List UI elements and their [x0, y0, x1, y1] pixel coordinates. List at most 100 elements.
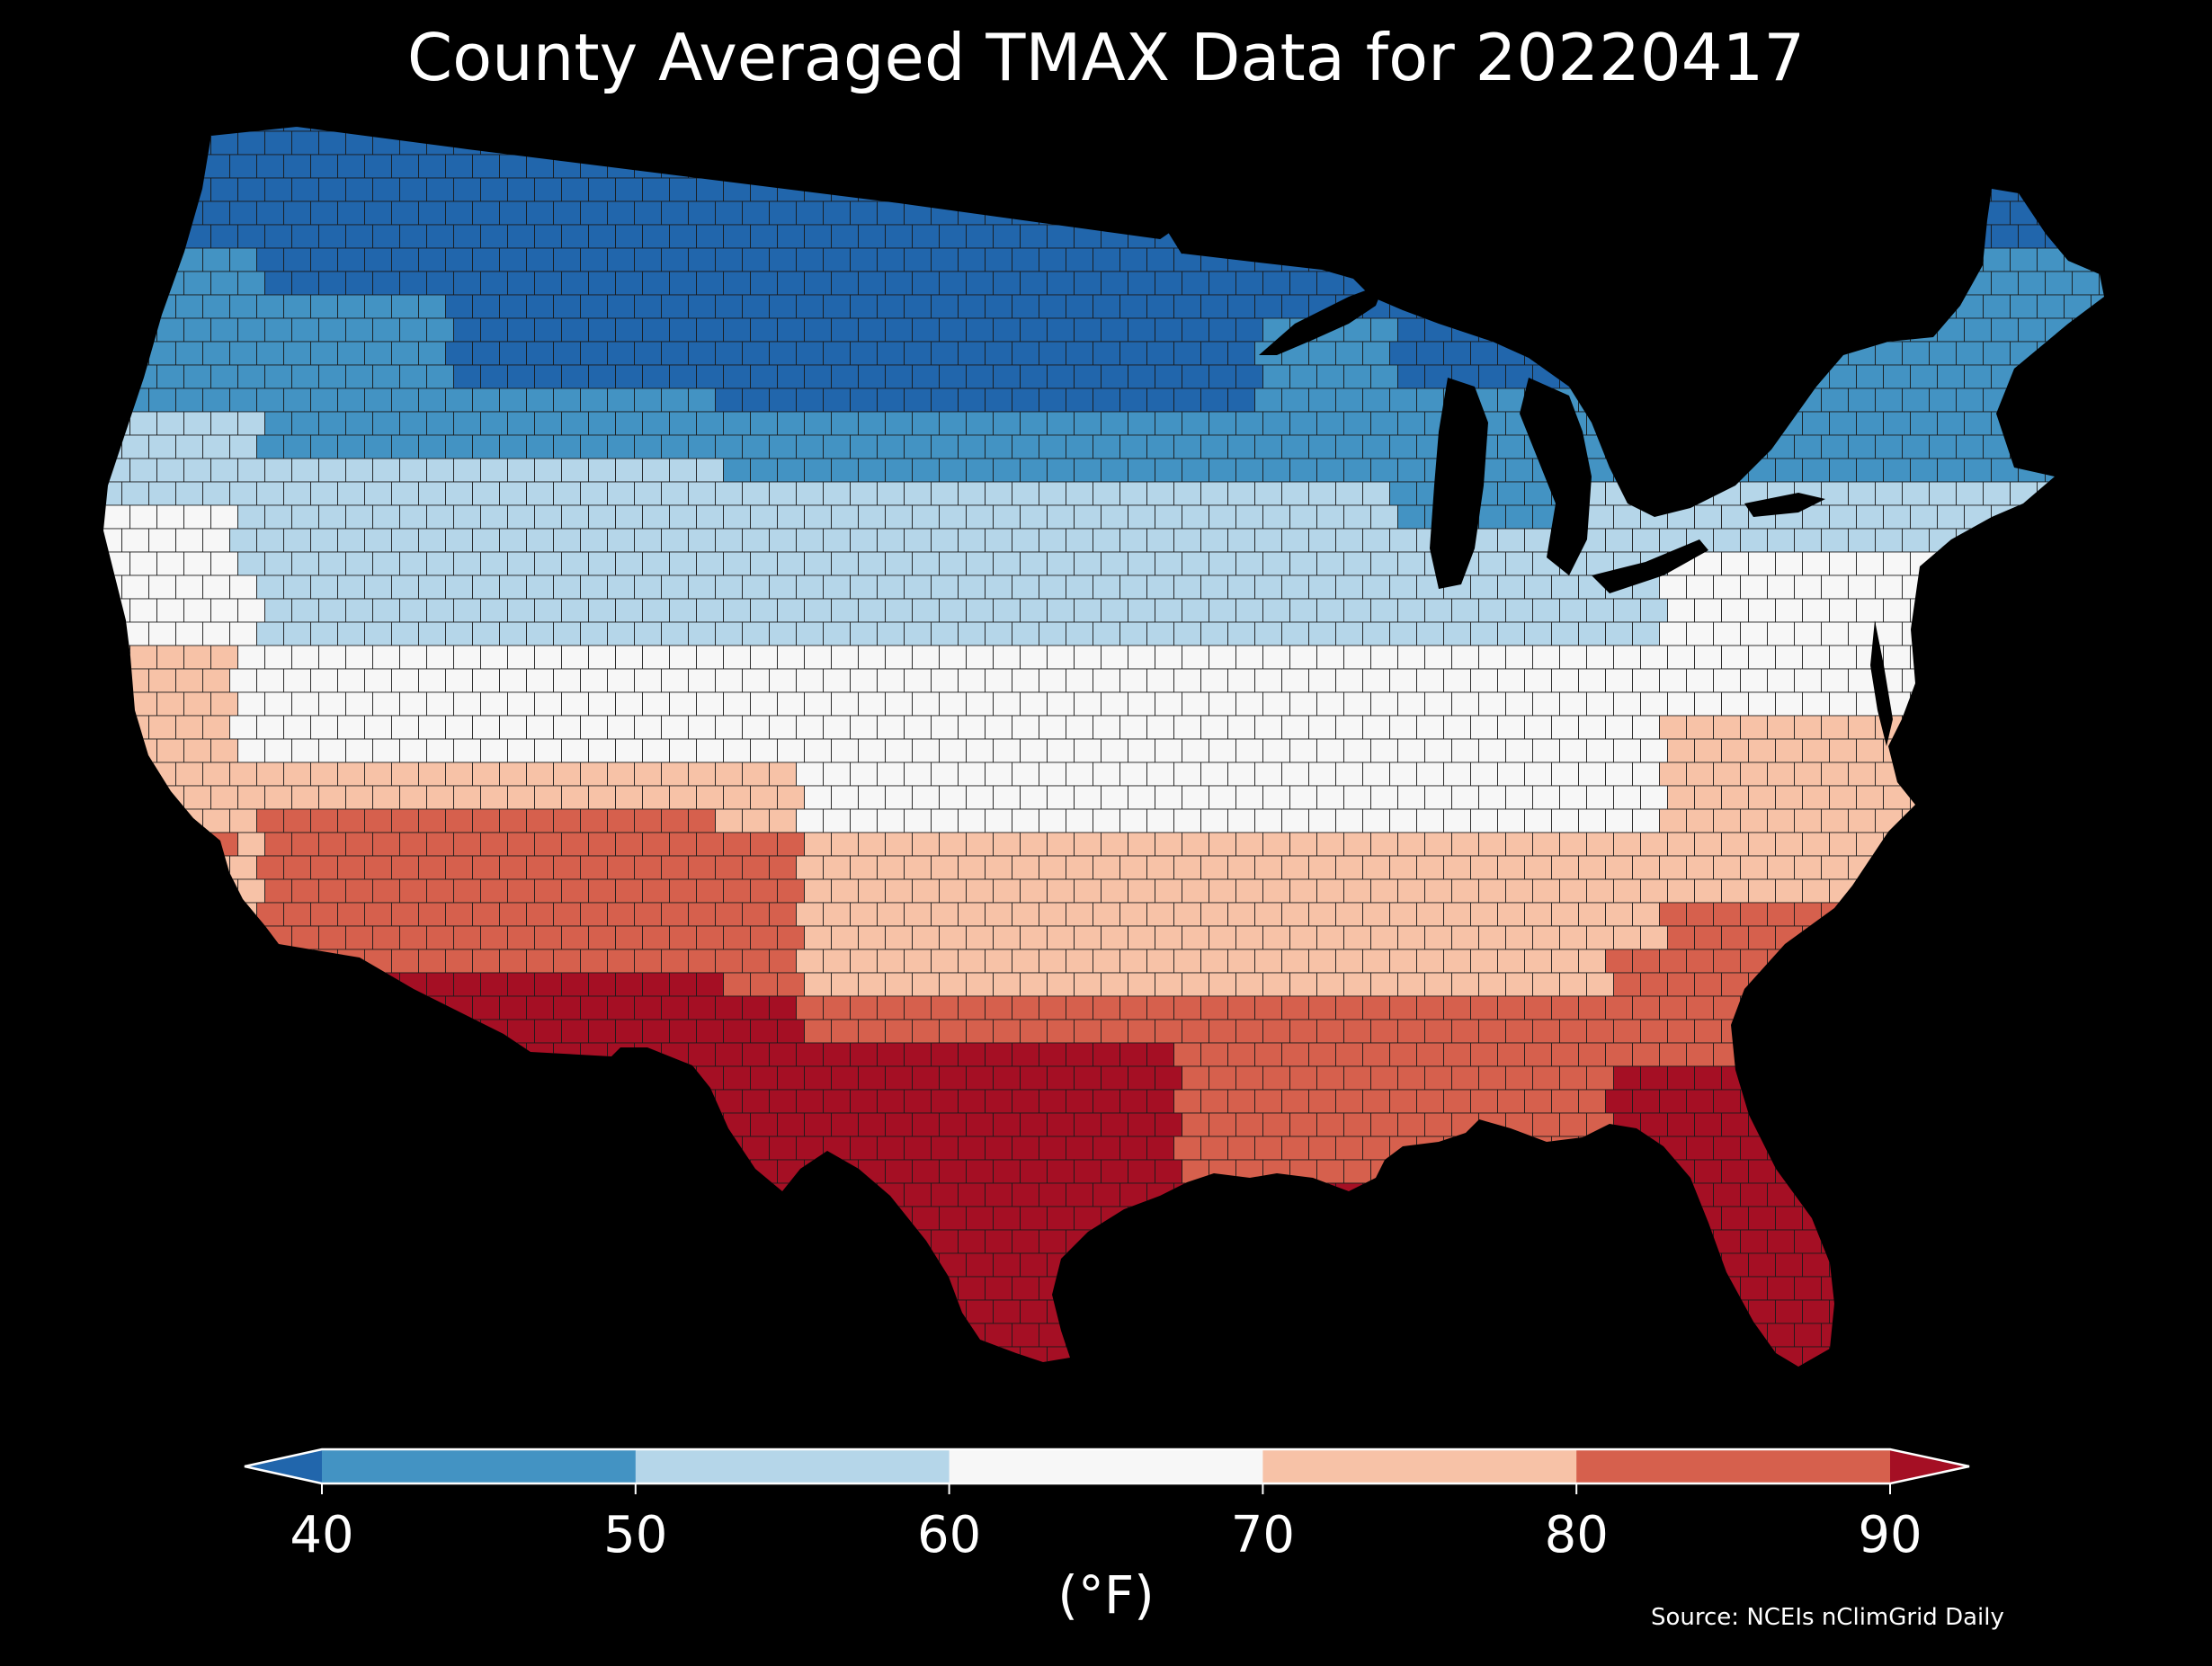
county-cell [1119, 341, 1147, 366]
county-cell [237, 130, 265, 156]
county-cell [1856, 411, 1884, 436]
county-cell [499, 341, 527, 366]
county-cell [912, 271, 940, 296]
county-cell [750, 317, 778, 343]
colorbar-unit-label: (°F) [1057, 1564, 1155, 1626]
county-cell [507, 177, 535, 202]
county-cell [1209, 271, 1236, 296]
county-cell [183, 364, 211, 389]
county-cell [148, 388, 176, 413]
county-cell [688, 388, 716, 413]
county-cell [372, 271, 400, 296]
colorbar-extend-low [245, 1449, 322, 1483]
county-cell [391, 388, 419, 413]
county-cell [966, 224, 994, 249]
county-cell [2018, 317, 2046, 343]
county-cell [615, 317, 643, 343]
county-cell [1389, 434, 1417, 459]
county-cell [1254, 434, 1282, 459]
county-cell [669, 177, 697, 202]
county-cell [634, 388, 662, 413]
county-cell [364, 247, 392, 272]
county-cell [796, 341, 824, 366]
county-cell [958, 434, 986, 459]
county-cell [796, 200, 824, 226]
county-cell [966, 411, 994, 436]
county-cell [1012, 294, 1039, 319]
county-cell [1937, 364, 1965, 389]
county-cell [1875, 341, 1903, 366]
county-cell [912, 317, 940, 343]
county-cell [526, 200, 554, 226]
county-cell [391, 341, 419, 366]
county-cell [229, 247, 257, 272]
county-cell [1093, 388, 1120, 413]
county-cell [2010, 294, 2038, 319]
county-cell [526, 247, 554, 272]
county-cell [1119, 388, 1147, 413]
county-cell [1182, 411, 1209, 436]
county-cell [426, 317, 454, 343]
county-cell [823, 434, 851, 459]
county-cell [931, 341, 959, 366]
county-cell [1262, 364, 1290, 389]
county-cell [526, 388, 554, 413]
county-cell [1047, 411, 1075, 436]
county-cell [831, 411, 859, 436]
county-cell [912, 411, 940, 436]
county-cell [904, 388, 932, 413]
county-cell [283, 154, 311, 179]
county-cell [1066, 294, 1093, 319]
county-cell [1074, 271, 1102, 296]
county-cell [372, 177, 400, 202]
county-cell [364, 294, 392, 319]
county-cell [445, 154, 473, 179]
county-cell [1937, 411, 1965, 436]
county-cell [310, 434, 338, 459]
county-cell [1146, 388, 1174, 413]
county-cell [453, 271, 481, 296]
colorbar-segment [1262, 1449, 1577, 1483]
county-cell [1173, 341, 1201, 366]
county-cell [769, 388, 797, 413]
county-cell [966, 271, 994, 296]
county-cell [426, 364, 454, 389]
county-cell [939, 364, 967, 389]
county-cell [958, 247, 986, 272]
county-cell [1902, 388, 1930, 413]
county-cell [1316, 411, 1344, 436]
county-cell [1497, 388, 1525, 413]
county-cell [1254, 294, 1282, 319]
county-cell [1074, 317, 1102, 343]
county-cell [264, 271, 292, 296]
county-cell [1039, 294, 1066, 319]
county-cell [310, 294, 338, 319]
county-cell [777, 364, 805, 389]
county-cell [418, 341, 446, 366]
county-cell [1443, 341, 1471, 366]
county-cell [1066, 434, 1093, 459]
county-cell [715, 294, 743, 319]
county-cell [472, 200, 500, 226]
county-cell [1101, 271, 1128, 296]
county-cell [1470, 341, 1498, 366]
county-cell [985, 247, 1012, 272]
county-cell [2045, 271, 2073, 296]
county-cell [1478, 364, 1506, 389]
county-cell [2037, 294, 2065, 319]
county-cell [1397, 364, 1425, 389]
county-cell [642, 177, 670, 202]
county-cell [256, 154, 284, 179]
county-cell [1173, 294, 1201, 319]
county-cell [1281, 434, 1309, 459]
county-cell [715, 341, 743, 366]
county-cell [1200, 388, 1228, 413]
county-cell [939, 271, 967, 296]
county-cell [1173, 388, 1201, 413]
county-cell [1066, 341, 1093, 366]
colorbar-ticks: 40 50 60 70 80 90 [290, 1483, 1922, 1564]
county-cell [553, 247, 581, 272]
county-cell [426, 271, 454, 296]
county-cell [669, 224, 697, 249]
county-cell [1316, 271, 1344, 296]
